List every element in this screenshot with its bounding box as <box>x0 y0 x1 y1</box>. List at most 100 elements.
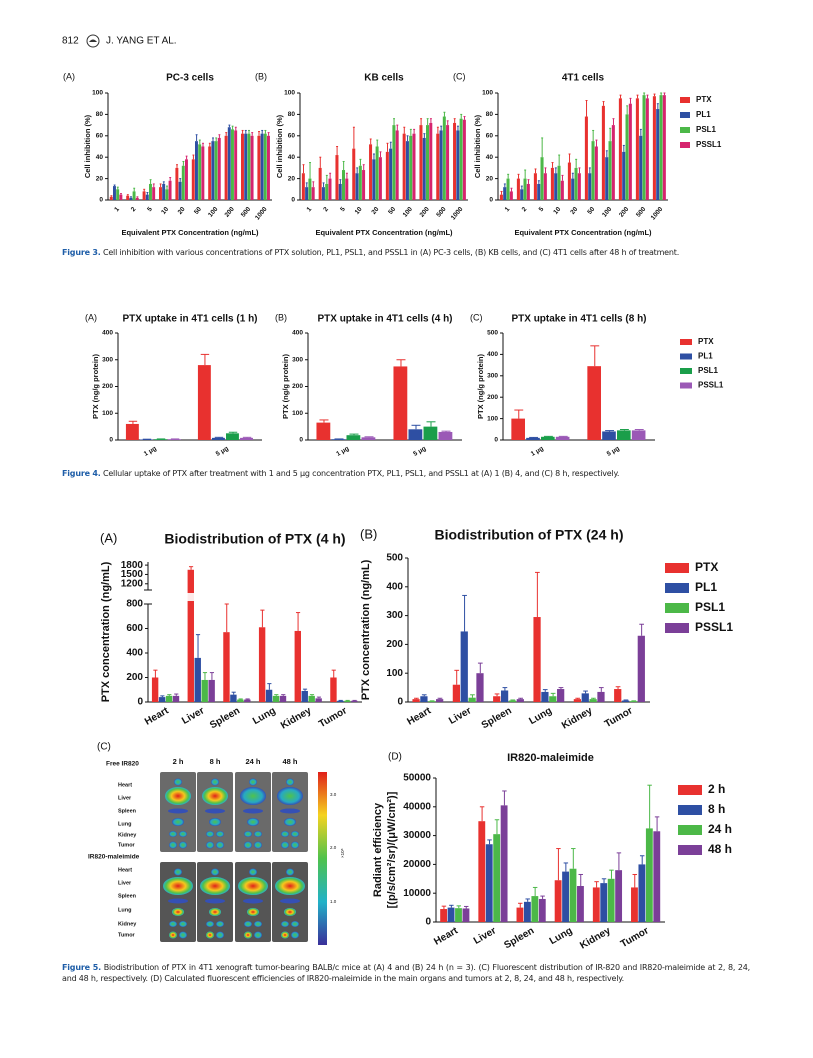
legend-label: PSL1 <box>695 600 725 614</box>
bar <box>247 133 251 200</box>
bar <box>172 695 180 702</box>
legend-label: 8 h <box>708 802 725 816</box>
x-tick-label: 200 <box>224 206 237 219</box>
chart-title: PTX uptake in 4T1 cells (4 h) <box>317 314 452 325</box>
bar <box>447 907 455 922</box>
x-tick-label: 1000 <box>254 206 269 222</box>
organ-kidney <box>169 921 177 927</box>
bar <box>240 437 253 440</box>
bar <box>191 159 195 200</box>
bar <box>372 159 376 200</box>
bar <box>614 689 622 702</box>
legend-swatch <box>680 368 692 374</box>
organ-tumor <box>216 931 224 939</box>
legend-swatch <box>680 353 692 360</box>
organ-liver <box>275 877 305 895</box>
bar <box>244 133 248 200</box>
bar <box>198 144 202 200</box>
x-tick-label: 50 <box>193 206 203 216</box>
organ-lung <box>284 818 296 826</box>
panel-label: (A) <box>85 312 97 322</box>
bar <box>459 118 463 200</box>
bar <box>516 178 520 200</box>
organ-tumor <box>291 841 299 849</box>
y-tick-label: 1800 <box>121 560 144 571</box>
bar <box>197 365 211 440</box>
organ-heart <box>211 778 219 786</box>
x-tick-label: 2 <box>130 206 138 214</box>
bar <box>392 125 396 200</box>
bar <box>503 187 507 200</box>
chart-title: PTX uptake in 4T1 cells (8 h) <box>511 314 646 325</box>
organ-kidney <box>254 921 262 927</box>
organ-kidney <box>254 831 262 837</box>
y-tick-label: 40 <box>96 154 104 161</box>
bar <box>588 173 592 200</box>
bar <box>237 699 244 702</box>
bar <box>591 141 595 200</box>
y-tick-label: 0 <box>299 437 303 444</box>
legend-swatch <box>680 339 692 345</box>
bar <box>638 864 646 922</box>
bar <box>422 137 426 200</box>
bar <box>211 141 215 200</box>
organ-kidney <box>244 921 252 927</box>
y-tick-label: 300 <box>102 356 113 363</box>
legend-label: PTX <box>698 337 714 346</box>
panel-label: (B) <box>360 526 377 541</box>
bar <box>423 426 438 440</box>
y-tick-label: 40000 <box>403 801 431 812</box>
organ-kidney <box>216 831 224 837</box>
bar <box>554 173 558 200</box>
bar <box>462 119 466 200</box>
bar <box>511 418 525 440</box>
bar <box>395 130 399 200</box>
bar <box>358 165 362 200</box>
bar <box>159 187 162 200</box>
group-label: Free IR820 <box>106 761 139 768</box>
panel-label: (A) <box>100 530 117 545</box>
bar <box>355 173 359 200</box>
organ-tumor <box>169 841 177 849</box>
bar <box>308 178 312 200</box>
bar <box>584 116 588 200</box>
x-tick-label: 200 <box>618 206 631 219</box>
bar <box>601 105 605 200</box>
time-label: 24 h <box>245 757 260 766</box>
bar <box>154 439 167 440</box>
organ-heart <box>249 778 257 786</box>
bar <box>224 135 228 200</box>
bar <box>342 170 346 200</box>
legend-swatch <box>678 805 702 815</box>
organ-label: Heart <box>118 782 132 788</box>
logo <box>86 34 100 48</box>
organ-tumor <box>254 841 262 849</box>
y-tick-label: 50000 <box>403 773 431 784</box>
bar <box>442 116 446 200</box>
y-tick-label: 0 <box>489 197 493 204</box>
bar <box>537 183 541 200</box>
chart-title: Biodistribution of PTX (24 h) <box>435 527 624 543</box>
bar <box>152 187 156 200</box>
bar <box>602 431 616 440</box>
y-tick-label: 0 <box>99 197 103 204</box>
bar <box>600 883 608 922</box>
caption-text: Cell inhibition with various concentrati… <box>102 248 680 257</box>
bar <box>516 907 524 922</box>
x-tick-label: 1 <box>113 206 121 214</box>
page-number: 812 <box>62 36 79 47</box>
bar <box>597 691 605 702</box>
y-tick-label: 10000 <box>403 888 431 899</box>
organ-heart <box>211 868 219 876</box>
organ-spleen <box>168 808 188 814</box>
bar <box>573 699 582 702</box>
legend-label: PTX <box>695 560 718 574</box>
y-tick-label: 20 <box>96 175 104 182</box>
y-tick-label: 100 <box>284 90 295 97</box>
y-axis-label: PTX (ng/g protein) <box>476 354 485 419</box>
bar <box>533 173 537 200</box>
bar <box>656 109 660 200</box>
y-axis-label: Cell inhibition (%) <box>473 114 482 178</box>
y-tick-label: 40 <box>288 154 296 161</box>
